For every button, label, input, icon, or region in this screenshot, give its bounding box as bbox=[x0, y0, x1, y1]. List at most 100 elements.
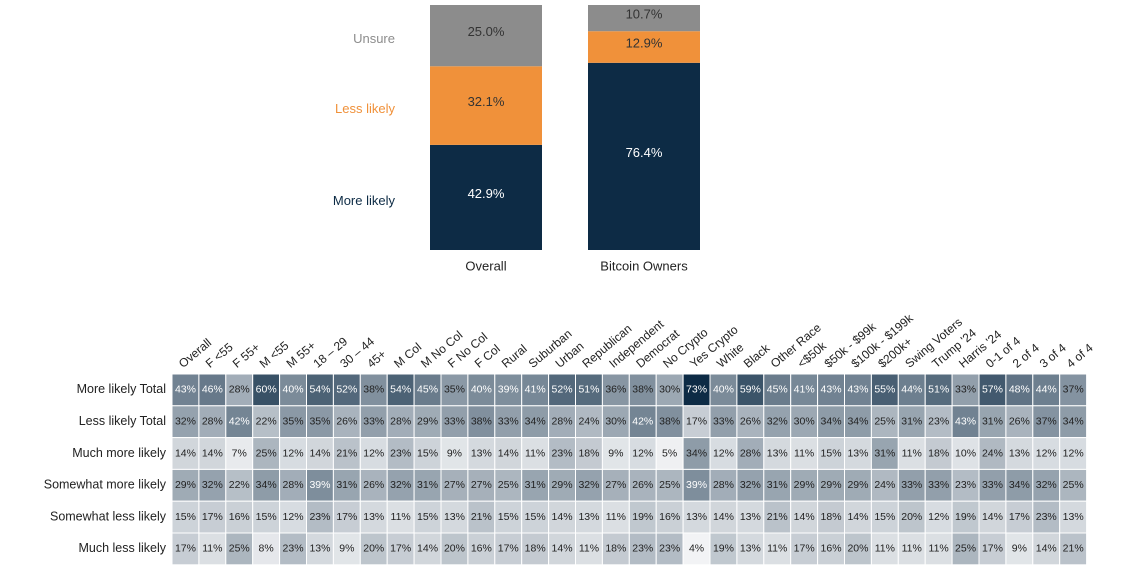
heatmap-cell bbox=[306, 373, 334, 407]
column-label: 3 of 4 bbox=[1037, 340, 1069, 370]
heatmap-cell bbox=[279, 532, 308, 566]
cell-label: 11% bbox=[929, 543, 949, 555]
heatmap-cell bbox=[817, 405, 845, 439]
cell-label: 29% bbox=[417, 415, 438, 427]
heatmap-cell bbox=[951, 437, 980, 470]
heatmap-cell bbox=[870, 532, 899, 566]
heatmap-cell bbox=[1059, 532, 1088, 566]
cell-label: 57% bbox=[982, 384, 1003, 396]
cell-label: 17% bbox=[498, 543, 519, 555]
cell-label: 14% bbox=[552, 543, 573, 555]
cell-label: 38% bbox=[632, 384, 653, 396]
heatmap-cell bbox=[225, 500, 254, 534]
cell-label: 30% bbox=[794, 415, 815, 427]
cell-label: 14% bbox=[175, 447, 196, 459]
cell-label: 12% bbox=[283, 511, 304, 523]
cell-label: 13% bbox=[444, 511, 465, 523]
heatmap-cell bbox=[494, 373, 523, 407]
heatmap-cell bbox=[548, 532, 576, 566]
cell-label: 52% bbox=[552, 384, 573, 396]
cell-label: 40% bbox=[283, 384, 304, 396]
heatmap-cell bbox=[897, 437, 926, 470]
cell-label: 4% bbox=[689, 543, 704, 555]
cell-label: 11% bbox=[391, 511, 411, 523]
cell-label: 31% bbox=[417, 479, 438, 491]
cell-label: 15% bbox=[256, 511, 277, 523]
cell-label: 11% bbox=[902, 447, 922, 459]
cell-label: 17% bbox=[390, 543, 411, 555]
cell-label: 9% bbox=[447, 447, 462, 459]
heatmap-cell bbox=[655, 373, 684, 407]
x-tick-label: Overall bbox=[465, 258, 506, 273]
cell-label: 17% bbox=[336, 511, 357, 523]
heatmap-cell bbox=[359, 405, 388, 439]
cell-label: 34% bbox=[1009, 479, 1030, 491]
row-label: Somewhat less likely bbox=[50, 509, 167, 523]
cell-label: 13% bbox=[686, 511, 707, 523]
cell-label: 11% bbox=[525, 447, 545, 459]
cell-label: 13% bbox=[471, 447, 492, 459]
heatmap-cell bbox=[279, 373, 308, 407]
cell-label: 12% bbox=[928, 511, 949, 523]
heatmap-cell bbox=[601, 405, 630, 439]
cell-label: 28% bbox=[552, 415, 573, 427]
heatmap-cell bbox=[924, 500, 953, 534]
cell-label: 32% bbox=[767, 415, 788, 427]
heatmap-cell bbox=[897, 405, 926, 439]
cell-label: 28% bbox=[390, 415, 411, 427]
cell-label: 15% bbox=[525, 511, 546, 523]
column-label: M Col bbox=[391, 340, 424, 371]
row-label: Somewhat more likely bbox=[44, 478, 167, 492]
heatmap-cell bbox=[817, 437, 845, 470]
cell-label: 11% bbox=[767, 543, 787, 555]
cell-label: 31% bbox=[874, 447, 895, 459]
heatmap-cell bbox=[198, 437, 227, 470]
cell-label: 13% bbox=[740, 511, 761, 523]
cell-label: 25% bbox=[955, 543, 976, 555]
cell-label: 12% bbox=[632, 447, 653, 459]
cell-label: 26% bbox=[740, 415, 761, 427]
cell-label: 9% bbox=[1012, 543, 1027, 555]
cell-label: 16% bbox=[659, 511, 680, 523]
heatmap-cell bbox=[332, 437, 361, 470]
cell-label: 17% bbox=[202, 511, 223, 523]
cell-label: 43% bbox=[955, 415, 976, 427]
cell-label: 9% bbox=[339, 543, 354, 555]
cell-label: 31% bbox=[336, 479, 357, 491]
heatmap-cell bbox=[1059, 373, 1088, 407]
cell-label: 15% bbox=[417, 511, 438, 523]
cell-label: 29% bbox=[821, 479, 842, 491]
cell-label: 23% bbox=[552, 447, 573, 459]
cell-label: 23% bbox=[928, 415, 949, 427]
cell-label: 11% bbox=[902, 543, 922, 555]
cell-label: 14% bbox=[847, 511, 868, 523]
column-label: Black bbox=[741, 340, 773, 370]
cell-label: 39% bbox=[686, 479, 707, 491]
heatmap-cell bbox=[709, 532, 738, 566]
heatmap-cell bbox=[467, 437, 496, 470]
cell-label: 14% bbox=[1036, 543, 1057, 555]
heatmap-cell bbox=[1032, 532, 1061, 566]
cell-label: 41% bbox=[525, 384, 546, 396]
cell-label: 12% bbox=[283, 447, 304, 459]
cell-label: 23% bbox=[955, 479, 976, 491]
cell-label: 55% bbox=[874, 384, 895, 396]
heatmap-cell bbox=[359, 500, 388, 534]
cell-label: 32% bbox=[390, 479, 411, 491]
cell-label: 14% bbox=[417, 543, 438, 555]
cell-label: 34% bbox=[1063, 415, 1084, 427]
heatmap-cell bbox=[386, 437, 415, 470]
cell-label: 32% bbox=[740, 479, 761, 491]
cell-label: 13% bbox=[740, 543, 761, 555]
cell-label: 54% bbox=[309, 384, 330, 396]
heatmap-cell bbox=[817, 532, 845, 566]
heatmap-cell bbox=[790, 373, 819, 407]
cell-label: 15% bbox=[175, 511, 196, 523]
cell-label: 39% bbox=[498, 384, 519, 396]
heatmap-cell bbox=[709, 468, 738, 502]
cell-label: 13% bbox=[1063, 511, 1084, 523]
cell-label: 31% bbox=[525, 479, 546, 491]
heatmap-cell bbox=[306, 437, 334, 470]
legend-label: Less likely bbox=[335, 101, 395, 116]
data-label: 10.7% bbox=[626, 7, 663, 22]
